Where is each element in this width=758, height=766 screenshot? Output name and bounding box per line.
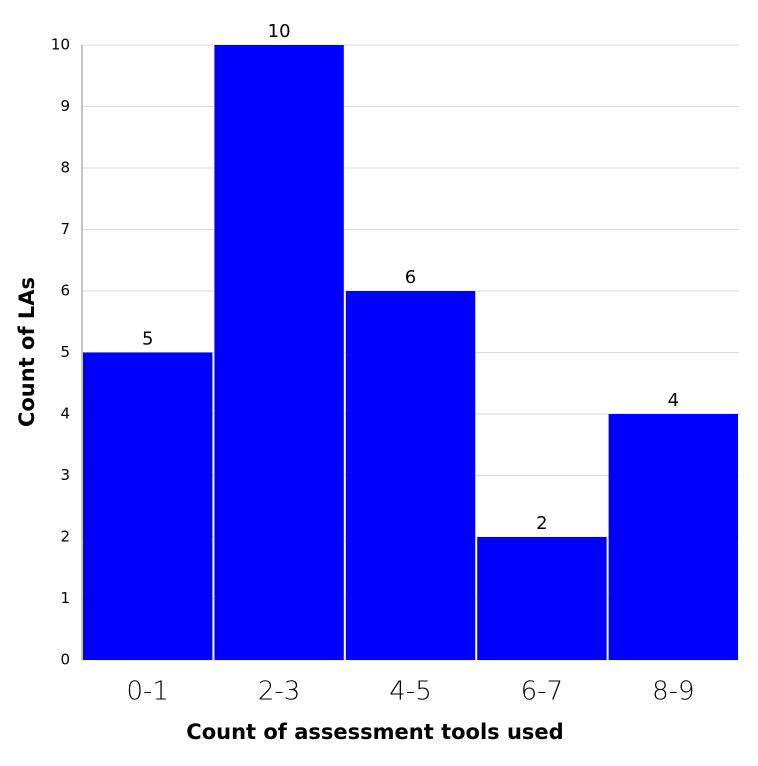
x-tick-label: 2-3: [258, 677, 300, 707]
bar: [477, 537, 607, 660]
y-axis-label: Count of LAs: [15, 277, 39, 427]
value-label: 4: [668, 390, 679, 411]
value-label: 6: [405, 267, 416, 288]
bar: [608, 414, 738, 660]
y-tick-label: 8: [60, 159, 70, 177]
bar: [83, 352, 213, 660]
x-tick-label: 0-1: [126, 677, 168, 707]
value-label: 5: [142, 329, 153, 350]
y-tick-label: 1: [60, 589, 70, 607]
y-tick-label: 3: [60, 466, 70, 484]
y-tick-label: 9: [60, 97, 70, 115]
y-tick-label: 6: [60, 282, 70, 300]
x-tick-label: 4-5: [389, 677, 431, 707]
y-tick-label: 0: [60, 651, 70, 669]
bar: [214, 45, 344, 660]
y-tick-label: 2: [60, 528, 70, 546]
value-label: 2: [536, 513, 547, 534]
x-tick-label: 8-9: [652, 677, 694, 707]
x-tick-label: 6-7: [521, 677, 563, 707]
bar: [345, 291, 476, 660]
y-tick-label: 5: [60, 343, 70, 361]
y-tick-label: 4: [60, 405, 70, 423]
y-tick-label: 7: [60, 220, 70, 238]
y-tick-label: 10: [51, 36, 70, 54]
x-axis-label: Count of assessment tools used: [186, 720, 563, 744]
value-label: 10: [268, 21, 291, 42]
